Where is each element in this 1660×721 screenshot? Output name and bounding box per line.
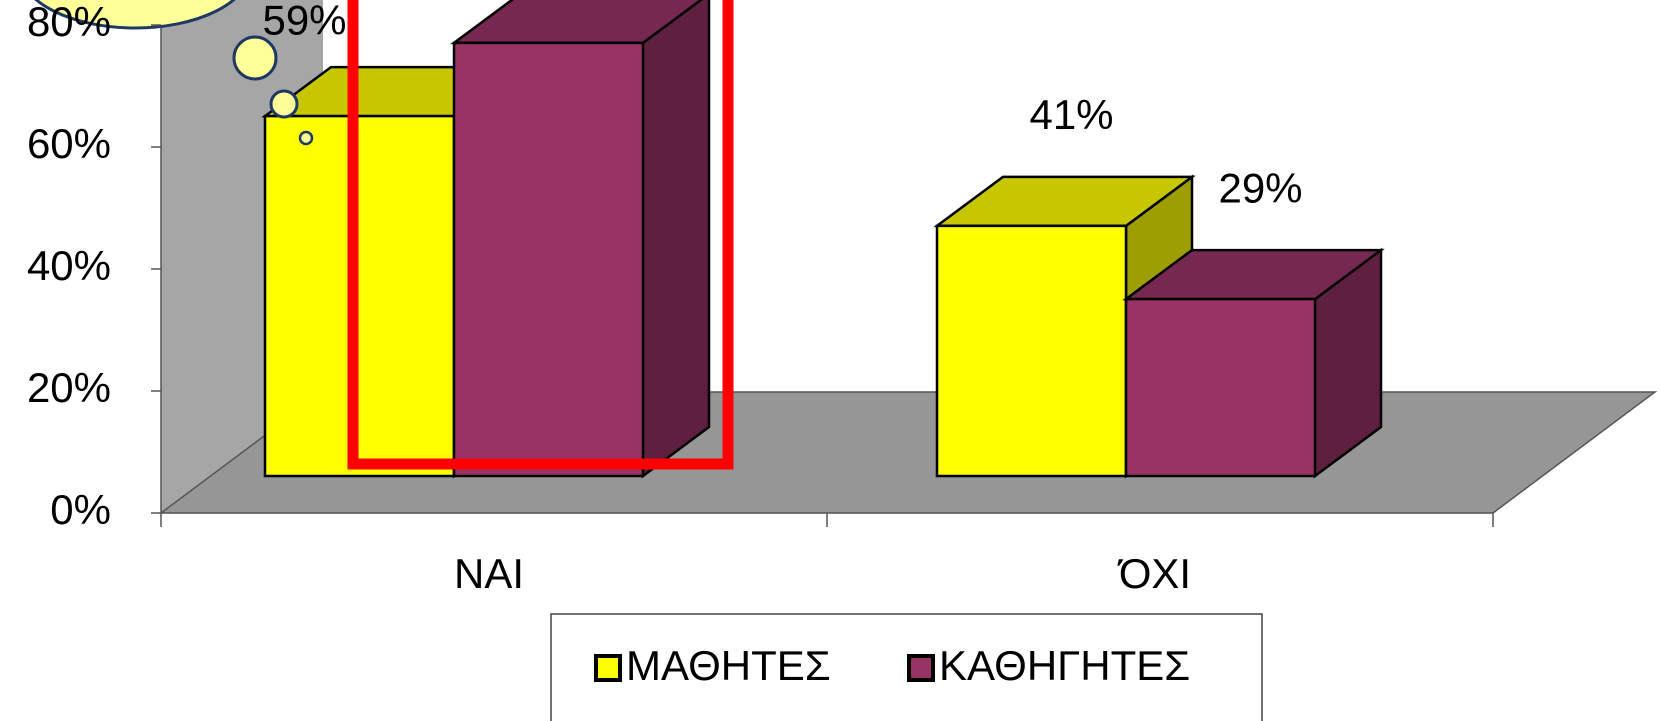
y-tick-label: 40% — [27, 242, 111, 289]
legend-label: ΜΑΘΗΤΕΣ — [626, 642, 831, 689]
legend-swatch — [907, 654, 935, 682]
value-label: 59% — [262, 0, 346, 43]
legend-swatch — [594, 654, 622, 682]
x-tick-label: ΌΧΙ — [1117, 550, 1191, 597]
thought-dot — [232, 35, 278, 81]
value-label: 41% — [1029, 91, 1113, 138]
thought-dot — [298, 130, 314, 146]
legend — [550, 613, 1263, 721]
thought-dot — [269, 89, 299, 119]
bar-side — [641, 0, 711, 479]
thought-bubble — [34, 0, 236, 30]
x-tick-label: ΝΑΙ — [454, 550, 524, 597]
bar — [1124, 297, 1317, 478]
legend-label: ΚΑΘΗΓΗΤΕΣ — [939, 642, 1190, 689]
y-tick-label: 0% — [50, 486, 111, 533]
bar — [452, 41, 645, 478]
plot — [261, 0, 1385, 479]
y-tick-label: 80% — [27, 0, 111, 45]
y-tick-label: 20% — [27, 364, 111, 411]
value-label: 29% — [1218, 164, 1302, 211]
bar — [935, 224, 1128, 478]
y-tick-label: 60% — [27, 120, 111, 167]
bar — [263, 114, 456, 478]
highlight-box — [347, 0, 734, 470]
